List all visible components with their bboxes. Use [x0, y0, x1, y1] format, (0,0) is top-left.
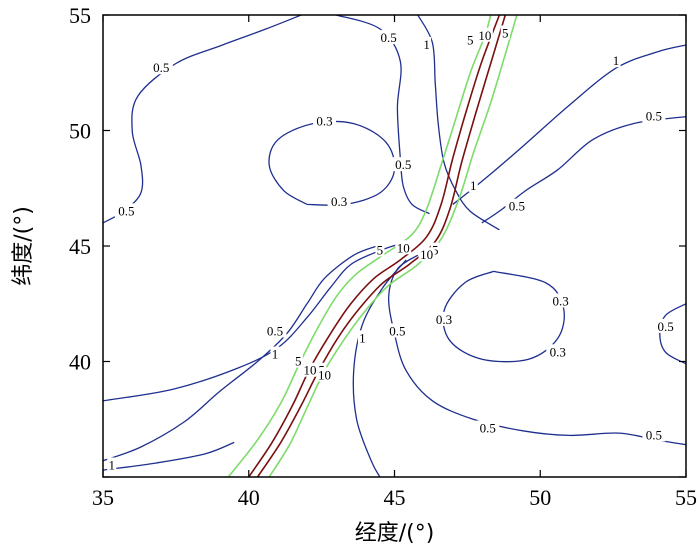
contour-label-0-5: 0.5 — [509, 199, 525, 214]
contour-line-0-5-6 — [388, 254, 686, 446]
contour-label-1: 1 — [108, 457, 115, 472]
contour-line-0-5-2 — [103, 15, 302, 224]
x-tick-label-50: 50 — [529, 485, 551, 510]
contour-labels: 0.3 0.3 0.3 0.3 0.3 0.5 0.5 0.5 0.5 0.5 0.5 0.5 0.5 0… — [107, 25, 678, 472]
contour-label-0-5: 0.5 — [646, 109, 662, 124]
contour-label-1: 1 — [613, 53, 620, 68]
contour-line-0-5-7 — [659, 303, 686, 365]
contour-label-bg — [385, 323, 409, 338]
contour-label-1: 1 — [359, 330, 366, 345]
contour-label-0-5: 0.5 — [646, 427, 662, 442]
contour-label-5: 5 — [432, 243, 439, 258]
contour-line-1-11 — [452, 44, 686, 205]
contour-label-bg — [476, 27, 493, 42]
contour-label-0-3: 0.3 — [553, 293, 569, 308]
y-tick-label-40: 40 — [69, 350, 91, 375]
contour-label-5: 5 — [295, 354, 302, 369]
contour-label-1: 1 — [272, 347, 279, 362]
contour-line-0-5-5 — [481, 115, 686, 224]
contour-label-0-3: 0.3 — [331, 194, 347, 209]
contour-label-bg — [430, 242, 440, 257]
contour-label-bg — [549, 293, 573, 308]
contour-line-5-13 — [227, 15, 492, 477]
x-axis-title: 经度/(°) — [355, 521, 435, 546]
contour-label-bg — [375, 242, 385, 257]
x-tick-label-55: 55 — [675, 485, 697, 510]
contour-label-bg — [391, 157, 415, 172]
contour-label-bg — [149, 60, 173, 75]
contour-label-5: 5 — [502, 25, 509, 40]
y-tick-label-50: 50 — [69, 119, 91, 144]
y-tick-label-55: 55 — [69, 3, 91, 28]
contour-label-bg — [313, 113, 337, 128]
contour-label-bg — [293, 353, 303, 368]
contour-label-0-5: 0.5 — [267, 323, 283, 338]
y-tick-label-45: 45 — [69, 234, 91, 259]
contour-label-0-5: 0.5 — [389, 323, 405, 338]
contour-label-0-5: 0.5 — [657, 319, 673, 334]
contour-label-10: 10 — [303, 363, 316, 378]
contour-line-0-3-1 — [442, 270, 565, 363]
contour-label-bg — [654, 318, 678, 333]
contour-label-bg — [263, 323, 287, 338]
contour-label-bg — [642, 108, 666, 123]
contour-line-1-8 — [103, 243, 401, 402]
contour-label-bg — [395, 240, 412, 255]
contour-label-bg — [468, 177, 478, 192]
contour-label-bg — [357, 330, 367, 345]
contour-lines — [103, 15, 686, 477]
contour-label-bg — [270, 346, 280, 361]
contour-line-5-14 — [268, 15, 518, 477]
contour-line-0-3-0 — [268, 120, 396, 206]
contour-label-bg — [476, 420, 500, 435]
x-tick-label-35: 35 — [92, 485, 114, 510]
contour-label-0-3: 0.3 — [436, 312, 452, 327]
contour-label-bg — [301, 362, 318, 377]
contour-label-bg — [432, 311, 456, 326]
contour-label-bg — [500, 25, 510, 40]
contour-label-bg — [422, 37, 432, 52]
contour-label-bg — [107, 457, 117, 472]
contour-label-0-3: 0.3 — [316, 113, 332, 128]
contour-label-0-5: 0.5 — [381, 30, 397, 45]
contour-label-bg — [505, 198, 529, 213]
contour-label-bg — [316, 367, 333, 382]
contour-label-bg — [114, 203, 138, 218]
contour-label-10: 10 — [478, 28, 491, 43]
contour-label-bg — [418, 247, 435, 262]
contour-label-bg — [546, 344, 570, 359]
contour-line-1-10 — [417, 15, 500, 231]
contour-label-5: 5 — [377, 243, 384, 258]
contour-label-bg — [327, 194, 351, 209]
contour-label-bg — [377, 30, 401, 45]
y-axis-title: 纬度/(°) — [11, 206, 36, 286]
contour-label-10: 10 — [420, 247, 433, 262]
contour-label-1: 1 — [470, 178, 477, 193]
contour-line-10-16 — [256, 15, 507, 477]
contour-label-bg — [465, 32, 475, 47]
contour-line-10-15 — [248, 15, 501, 477]
contour-label-10: 10 — [397, 240, 410, 255]
x-tick-label-40: 40 — [238, 485, 260, 510]
contour-label-10: 10 — [318, 367, 331, 382]
contour-label-0-5: 0.5 — [395, 157, 411, 172]
x-tick-label-45: 45 — [384, 485, 406, 510]
contour-label-0-3: 0.3 — [550, 344, 566, 359]
contour-label-bg — [611, 53, 621, 68]
contour-label-0-5: 0.5 — [153, 60, 169, 75]
contour-label-bg — [642, 427, 666, 442]
contour-label-0-5: 0.5 — [118, 203, 134, 218]
contour-line-1-12 — [352, 259, 407, 477]
contour-label-0-5: 0.5 — [480, 420, 496, 435]
contour-label-5: 5 — [467, 32, 474, 47]
contour-label-1: 1 — [423, 37, 430, 52]
contour-line-1-9 — [103, 441, 235, 471]
